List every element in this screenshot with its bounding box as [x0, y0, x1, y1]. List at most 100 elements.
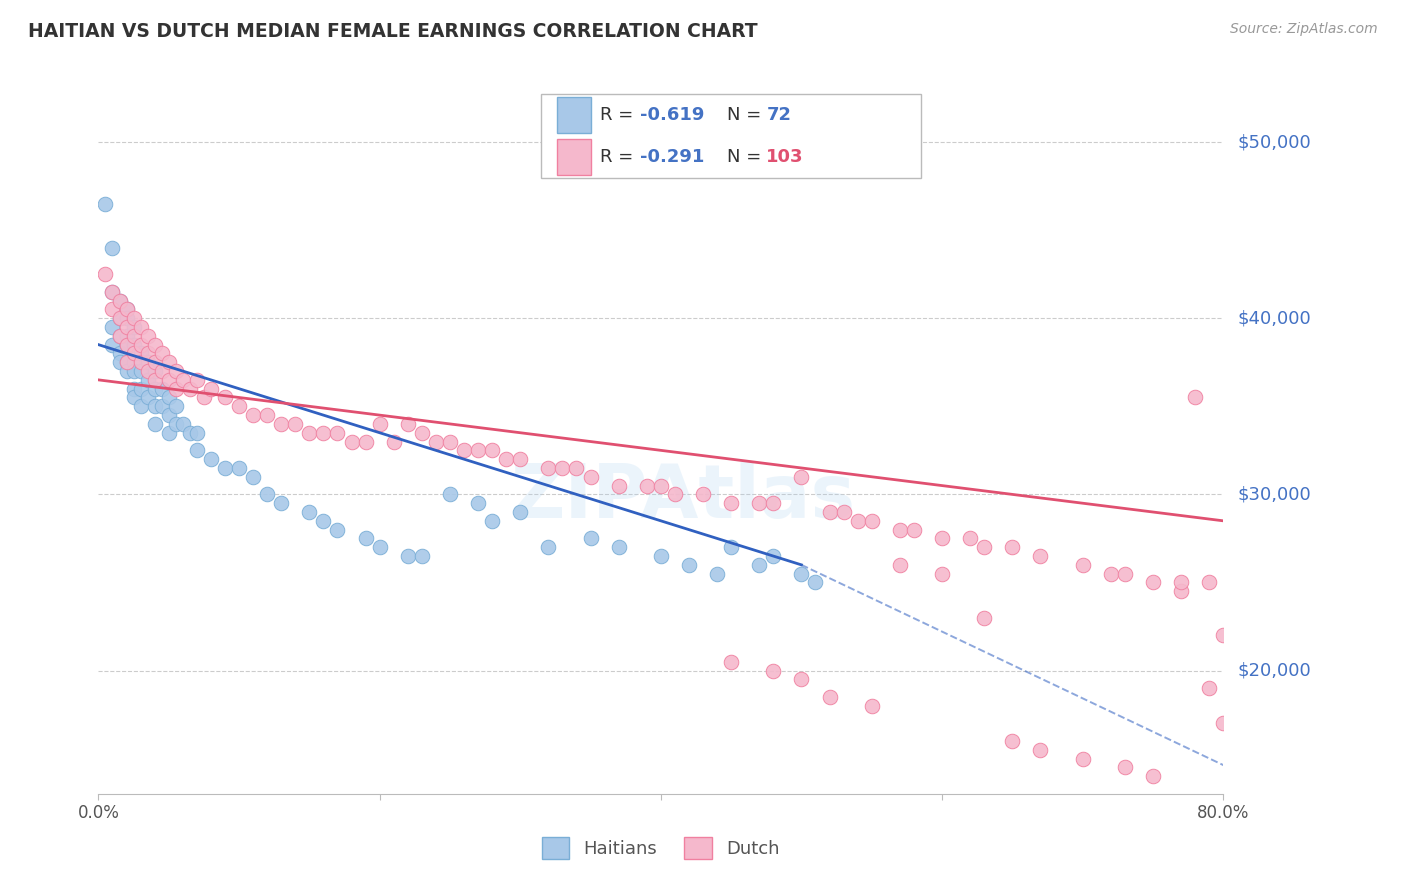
Point: [1198, 681, 1220, 696]
Point: [1029, 549, 1052, 563]
Point: [108, 355, 131, 369]
Point: [1001, 541, 1024, 555]
Point: [214, 391, 236, 405]
Point: [860, 698, 883, 713]
Point: [136, 328, 159, 343]
Point: [115, 355, 138, 369]
Text: -0.619: -0.619: [640, 106, 704, 124]
Point: [165, 400, 187, 414]
Point: [903, 523, 925, 537]
Point: [228, 400, 250, 414]
Point: [101, 320, 124, 334]
Point: [1114, 566, 1136, 581]
Point: [832, 505, 855, 519]
Text: N =: N =: [727, 106, 766, 124]
Point: [143, 337, 166, 351]
Point: [1198, 575, 1220, 590]
Point: [108, 346, 131, 360]
Point: [200, 382, 222, 396]
Point: [108, 311, 131, 326]
Point: [122, 364, 145, 378]
Point: [129, 346, 152, 360]
Point: [664, 487, 686, 501]
Point: [101, 285, 124, 299]
Point: [150, 382, 173, 396]
Point: [790, 469, 813, 483]
Point: [1142, 769, 1164, 783]
Point: [579, 532, 602, 546]
Point: [115, 337, 138, 351]
Point: [846, 514, 869, 528]
Point: [157, 355, 180, 369]
Point: [101, 337, 124, 351]
Point: [762, 549, 785, 563]
Point: [537, 541, 560, 555]
Point: [636, 478, 658, 492]
Point: [762, 496, 785, 510]
Point: [1212, 716, 1234, 731]
Point: [748, 496, 770, 510]
Point: [495, 452, 517, 467]
Point: [157, 391, 180, 405]
Point: [439, 434, 461, 449]
Text: $30,000: $30,000: [1237, 485, 1310, 503]
Point: [284, 417, 307, 431]
Point: [165, 364, 187, 378]
Point: [354, 434, 377, 449]
Text: ZIPAtlas: ZIPAtlas: [510, 461, 856, 534]
Point: [931, 566, 953, 581]
Point: [270, 417, 292, 431]
Point: [762, 664, 785, 678]
Point: [115, 302, 138, 317]
Text: 72: 72: [766, 106, 792, 124]
Point: [143, 373, 166, 387]
Point: [804, 575, 827, 590]
Point: [122, 328, 145, 343]
Point: [270, 496, 292, 510]
Point: [467, 496, 489, 510]
Point: [136, 364, 159, 378]
Point: [143, 400, 166, 414]
Text: $50,000: $50,000: [1237, 133, 1310, 151]
Point: [720, 655, 742, 669]
Point: [607, 478, 630, 492]
Point: [129, 382, 152, 396]
Point: [101, 285, 124, 299]
Text: $20,000: $20,000: [1237, 662, 1310, 680]
Point: [129, 337, 152, 351]
Point: [889, 523, 911, 537]
Point: [108, 293, 131, 308]
Point: [179, 425, 201, 440]
Point: [115, 311, 138, 326]
Point: [312, 514, 335, 528]
Point: [579, 469, 602, 483]
Point: [326, 523, 349, 537]
Point: [193, 391, 215, 405]
Point: [122, 346, 145, 360]
Point: [312, 425, 335, 440]
Point: [382, 434, 405, 449]
Point: [165, 382, 187, 396]
Point: [129, 400, 152, 414]
Point: [425, 434, 447, 449]
Point: [115, 302, 138, 317]
Point: [453, 443, 475, 458]
Point: [1170, 584, 1192, 599]
Text: -0.291: -0.291: [640, 148, 704, 166]
Point: [889, 558, 911, 572]
Point: [326, 425, 349, 440]
Point: [340, 434, 363, 449]
Text: R =: R =: [600, 106, 640, 124]
Point: [129, 364, 152, 378]
Point: [129, 320, 152, 334]
Point: [354, 532, 377, 546]
Text: $40,000: $40,000: [1237, 310, 1310, 327]
Point: [143, 355, 166, 369]
Point: [1071, 558, 1094, 572]
Point: [607, 541, 630, 555]
Point: [172, 417, 194, 431]
Point: [1001, 734, 1024, 748]
Point: [818, 505, 841, 519]
Point: [509, 452, 531, 467]
Point: [1099, 566, 1122, 581]
